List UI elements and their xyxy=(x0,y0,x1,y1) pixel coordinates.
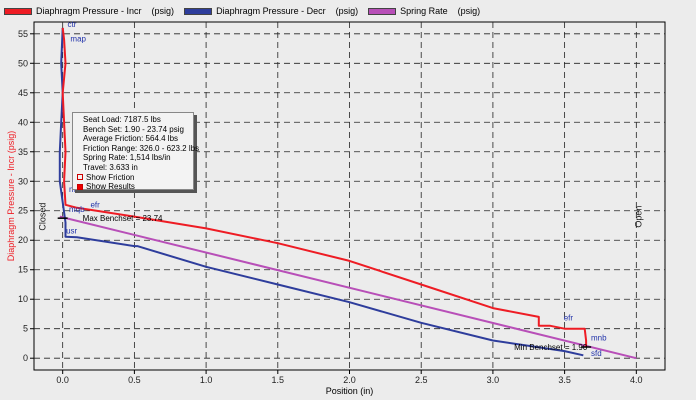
legend-label-incr: Diaphragm Pressure - Incr xyxy=(36,6,142,16)
legend-item-spring[interactable]: Spring Rate (psig) xyxy=(368,6,480,16)
legend-item-incr[interactable]: Diaphragm Pressure - Incr (psig) xyxy=(4,6,174,16)
y-tick-label-8: 40 xyxy=(18,117,28,127)
annotation-label-0: ctr xyxy=(68,20,77,29)
spring-rate-text: Spring Rate: 1,514 lbs/in xyxy=(83,153,171,163)
y-tick-label-10: 50 xyxy=(18,58,28,68)
y-tick-label-5: 25 xyxy=(18,206,28,216)
bench-marker-label-1: Min Benchset = 1.90 xyxy=(514,343,588,352)
x-tick-label-7: 3.5 xyxy=(558,375,571,385)
y-tick-label-7: 35 xyxy=(18,147,28,157)
x-axis-title: Position (in) xyxy=(326,386,374,396)
y-tick-label-2: 10 xyxy=(18,294,28,304)
x-tick-label-0: 0.0 xyxy=(56,375,69,385)
x-tick-label-1: 0.5 xyxy=(128,375,141,385)
legend-swatch-incr xyxy=(4,7,32,15)
legend-swatch-spring xyxy=(368,7,397,15)
x-tick-label-4: 2.0 xyxy=(343,375,356,385)
region-label-closed: Closed xyxy=(37,203,47,231)
x-tick-label-6: 3.0 xyxy=(487,375,500,385)
avg-friction-text: Average Friction: 564.4 lbs xyxy=(83,134,179,144)
seat-load-text: Seat Load: 7187.5 lbs xyxy=(83,115,161,124)
legend-units-decr: (psig) xyxy=(335,6,359,16)
series-line-0 xyxy=(61,27,588,347)
y-tick-label-0: 0 xyxy=(23,353,28,363)
legend-item-decr[interactable]: Diaphragm Pressure - Decr (psig) xyxy=(184,6,358,16)
annotation-label-4: efr xyxy=(90,200,100,209)
legend: Diaphragm Pressure - Incr (psig) Diaphra… xyxy=(0,0,696,22)
annotation-label-7: mnb xyxy=(591,334,607,343)
show-results-label: Show Results xyxy=(86,182,135,192)
legend-units-spring: (psig) xyxy=(457,6,481,16)
y-tick-label-9: 45 xyxy=(18,88,28,98)
annotation-label-6: efr xyxy=(564,314,574,323)
legend-label-decr: Diaphragm Pressure - Decr xyxy=(216,6,326,16)
region-label-open: Open xyxy=(633,206,643,228)
series-line-2 xyxy=(59,215,637,360)
annotation-label-8: sfd xyxy=(591,349,602,358)
show-friction-checkbox[interactable] xyxy=(77,174,83,181)
x-tick-label-2: 1.0 xyxy=(200,375,213,385)
x-tick-label-8: 4.0 xyxy=(630,375,643,385)
x-tick-label-5: 2.5 xyxy=(415,375,428,385)
y-tick-label-1: 5 xyxy=(23,324,28,334)
series-line-1 xyxy=(58,27,584,357)
y-tick-label-4: 20 xyxy=(18,235,28,245)
bench-set-text: Bench Set: 1.90 - 23.74 psig xyxy=(83,124,184,134)
results-info-box: Seat Load: 7187.5 lbs Bench Set: 1.90 - … xyxy=(72,112,200,192)
y-axis-title: Diaphragm Pressure - Incr (psig) xyxy=(6,131,16,262)
y-tick-label-11: 55 xyxy=(18,29,28,39)
x-tick-label-3: 1.5 xyxy=(272,375,285,385)
travel-text: Travel: 3.633 in xyxy=(83,162,138,172)
y-tick-label-6: 30 xyxy=(18,176,28,186)
show-results-toggle[interactable]: Show Results xyxy=(77,182,189,192)
legend-swatch-decr xyxy=(184,7,213,15)
show-results-checkbox[interactable] xyxy=(77,183,83,190)
annotation-label-5: usr xyxy=(66,226,77,235)
show-friction-label: Show Friction xyxy=(86,172,135,182)
legend-label-spring: Spring Rate xyxy=(400,6,448,16)
show-friction-toggle[interactable]: Show Friction xyxy=(77,173,189,183)
annotation-label-3: mqb xyxy=(69,205,85,214)
bench-marker-label-0: Max Benchset = 23.74 xyxy=(83,214,163,223)
y-tick-label-3: 15 xyxy=(18,265,28,275)
friction-range-text: Friction Range: 326.0 - 623.2 lbs xyxy=(83,143,200,153)
legend-units-incr: (psig) xyxy=(151,6,175,16)
annotation-label-1: map xyxy=(70,35,86,44)
